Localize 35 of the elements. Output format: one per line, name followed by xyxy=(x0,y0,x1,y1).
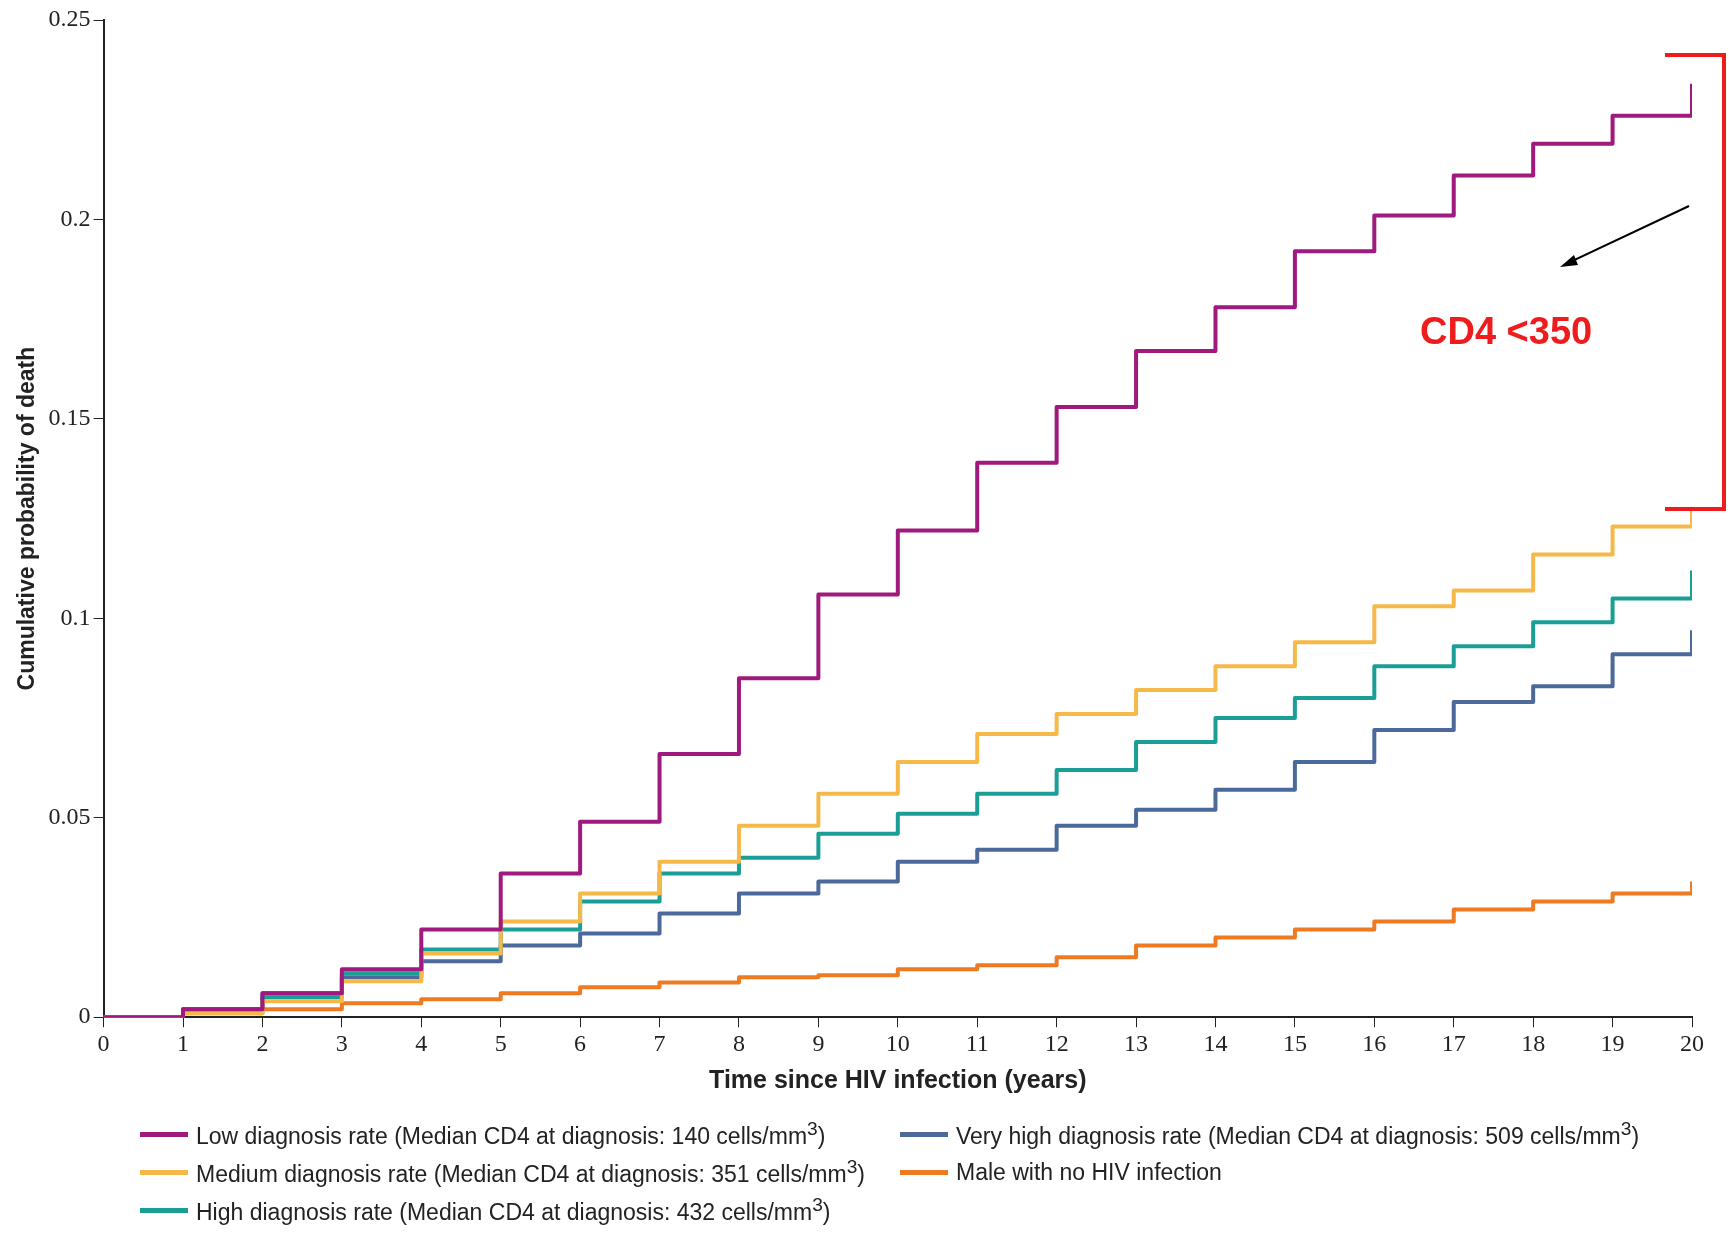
x-tick-label: 4 xyxy=(415,1029,428,1056)
x-tick-label: 19 xyxy=(1600,1029,1625,1056)
y-tick-label: 0.2 xyxy=(60,204,91,231)
x-tick-label: 10 xyxy=(885,1029,910,1056)
x-tick-label: 5 xyxy=(494,1029,507,1056)
x-tick-label: 9 xyxy=(812,1029,825,1056)
annotation: CD4 <350 xyxy=(1420,310,1593,353)
legend-label: Male with no HIV infection xyxy=(956,1158,1222,1186)
x-tick-label: 3 xyxy=(335,1029,348,1056)
y-tick-label: 0.05 xyxy=(48,803,91,830)
legend-label: Low diagnosis rate (Median CD4 at diagnosis: 140 cells/mm$^{3}$) xyxy=(196,1118,826,1150)
x-tick-label: 12 xyxy=(1044,1029,1069,1056)
legend-label: Medium diagnosis rate (Median CD4 at diagnosis: 351 cells/mm$^{3}$) xyxy=(196,1156,866,1188)
y-tick-label: 0 xyxy=(78,1002,91,1029)
y-tick-label: 0.1 xyxy=(60,603,91,630)
x-tick-label: 16 xyxy=(1362,1029,1387,1056)
x-tick-label: 1 xyxy=(177,1029,190,1056)
x-tick-label: 18 xyxy=(1521,1029,1546,1056)
x-tick-label: 15 xyxy=(1282,1029,1307,1056)
y-tick-label: 0.25 xyxy=(48,5,91,32)
x-tick-label: 0 xyxy=(97,1029,110,1056)
x-tick-label: 11 xyxy=(965,1029,989,1056)
legend-label: High diagnosis rate (Median CD4 at diagnosis: 432 cells/mm$^{3}$) xyxy=(196,1194,831,1226)
x-tick-label: 17 xyxy=(1441,1029,1466,1056)
x-tick-label: 8 xyxy=(732,1029,745,1056)
x-tick-label: 7 xyxy=(653,1029,666,1056)
x-tick-label: 6 xyxy=(574,1029,587,1056)
x-tick-label: 20 xyxy=(1680,1029,1704,1056)
x-tick-label: 2 xyxy=(256,1029,269,1056)
y-axis-title: Cumulative probability of death xyxy=(13,346,40,691)
x-axis-title: Time since HIV infection (years) xyxy=(709,1064,1087,1093)
x-tick-label: 14 xyxy=(1203,1029,1228,1056)
x-tick-label: 13 xyxy=(1124,1029,1149,1056)
y-tick-label: 0.15 xyxy=(48,404,91,431)
legend-label: Very high diagnosis rate (Median CD4 at diagnosis: 509 cells/mm$^{3}$) xyxy=(956,1118,1640,1150)
